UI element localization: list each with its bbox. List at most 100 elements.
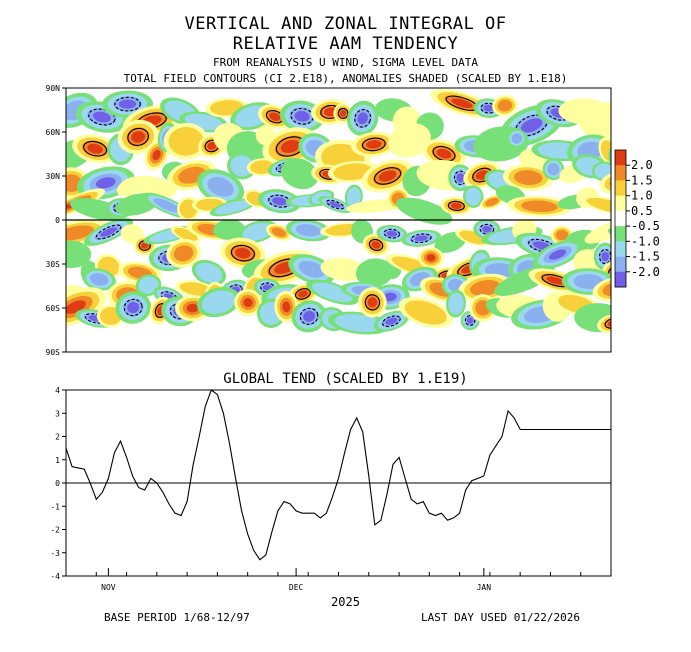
heatmap-anomaly-blob <box>66 240 92 269</box>
last-day-used-label: LAST DAY USED 01/22/2026 <box>421 611 580 624</box>
heatmap-anomaly-blob <box>579 100 611 138</box>
legend-swatch <box>615 150 626 166</box>
heatmap-anomaly-blob <box>117 119 159 154</box>
heatmap-anomaly-blob <box>82 268 116 291</box>
legend-label: 2.0 <box>631 158 653 172</box>
x-axis-label-year: 2025 <box>331 595 360 609</box>
heatmap-anomaly-blob <box>388 123 431 158</box>
heatmap-anomaly-blob <box>197 287 241 318</box>
heatmap-y-tick-label: 0 <box>55 216 60 225</box>
line-y-tick-label: -1 <box>50 502 60 511</box>
line-x-tick-label: DEC <box>289 583 304 592</box>
line-chart-axes: 4 3 2 1 0 -1 -2 -3 -4 NOV DEC JAN <box>50 386 612 592</box>
line-x-tick-label: JAN <box>477 583 492 592</box>
heatmap-anomaly-blob <box>280 158 319 190</box>
heatmap-y-axis: 90N 60N 30N 0 30S 60S 90S <box>46 84 66 357</box>
heatmap-anomaly-blob <box>285 219 331 242</box>
heatmap-anomaly-blob <box>418 247 444 269</box>
heatmap-anomaly-blob <box>446 289 466 318</box>
heatmap-anomaly-blob <box>238 220 278 244</box>
heatmap-anomaly-blob <box>351 131 397 157</box>
heatmap-anomaly-blob <box>479 194 504 210</box>
heatmap-anomaly-blob <box>398 296 453 328</box>
heatmap-anomaly-blob <box>197 169 245 205</box>
heatmap-anomaly-blob <box>213 219 245 240</box>
heatmap-anomaly-blob <box>542 158 565 181</box>
legend-label: -0.5 <box>631 219 660 233</box>
heatmap-anomaly-blob <box>592 276 611 302</box>
heatmap-anomaly-blob <box>584 221 611 244</box>
legend-label: 1.5 <box>631 173 653 187</box>
heatmap-anomaly-blob <box>72 134 119 164</box>
base-period-label: BASE PERIOD 1/68-12/97 <box>104 611 250 624</box>
heatmap-anomaly-blob <box>291 300 327 333</box>
heatmap-anomaly-blob <box>532 239 583 270</box>
legend-frame <box>614 149 627 288</box>
heatmap-anomaly-blob <box>396 197 453 225</box>
heatmap-anomaly-blob <box>227 152 257 180</box>
heatmap-y-tick-label: 30N <box>46 172 61 181</box>
heatmap-anomaly-blob <box>362 233 390 256</box>
heatmap <box>66 88 611 335</box>
color-legend: 2.01.5 1.00.5-0.5-1.0 -1.5-2.0 <box>614 149 660 288</box>
line-x-tick-label: NOV <box>101 583 116 592</box>
legend-swatch <box>615 210 626 227</box>
heatmap-anomaly-blob <box>492 95 518 117</box>
heatmap-anomaly-blob <box>234 289 262 317</box>
heatmap-y-tick-label: 90S <box>46 348 61 357</box>
legend-label: 1.0 <box>631 189 653 203</box>
heatmap-anomaly-blob <box>130 175 177 198</box>
heatmap-anomaly-blob <box>170 225 202 243</box>
heatmap-anomaly-blob <box>346 100 379 136</box>
chart-title-line1: VERTICAL AND ZONAL INTEGRAL OF <box>184 14 507 34</box>
heatmap-y-tick-label: 90N <box>46 84 61 93</box>
heatmap-anomaly-blob <box>163 122 209 160</box>
legend-swatch <box>615 165 626 181</box>
heatmap-anomaly-blob <box>288 254 336 285</box>
heatmap-anomaly-blob <box>597 313 611 334</box>
heatmap-anomaly-blob <box>358 287 387 318</box>
line-y-tick-label: -3 <box>50 549 60 558</box>
heatmap-anomaly-blob <box>361 159 414 193</box>
line-y-tick-label: 3 <box>55 409 60 418</box>
lower-chart-title: GLOBAL TEND (SCALED BY 1.E19) <box>223 371 468 387</box>
heatmap-anomaly-blob <box>115 291 152 324</box>
heatmap-anomaly-blob <box>373 310 409 332</box>
heatmap-anomaly-blob <box>166 238 201 268</box>
line-y-tick-label: 4 <box>55 386 60 395</box>
heatmap-anomaly-blob <box>580 195 611 216</box>
heatmap-anomaly-blob <box>506 195 572 217</box>
chart-subtitle-line1: FROM REANALYSIS U WIND, SIGMA LEVEL DATA <box>213 56 478 69</box>
heatmap-anomaly-blob <box>507 128 527 148</box>
heatmap-anomaly-blob <box>502 164 554 191</box>
heatmap-anomaly-blob <box>401 229 441 247</box>
legend-swatch <box>615 226 626 242</box>
global-tend-line <box>65 389 611 561</box>
chart-subtitle-line2: TOTAL FIELD CONTOURS (CI 2.E18), ANOMALI… <box>123 72 568 85</box>
line-y-tick-label: -2 <box>50 526 60 535</box>
line-y-tick-label: 0 <box>55 479 60 488</box>
heatmap-anomaly-blob <box>463 185 484 208</box>
heatmap-anomaly-blob <box>266 223 292 241</box>
heatmap-anomaly-blob <box>83 218 134 246</box>
heatmap-anomaly-blob <box>318 196 353 214</box>
heatmap-anomaly-blob <box>209 198 257 217</box>
legend-label: 0.5 <box>631 204 653 218</box>
heatmap-y-tick-label: 60S <box>46 304 61 313</box>
heatmap-anomaly-blob <box>320 257 367 281</box>
legend-swatch <box>615 195 626 212</box>
legend-swatch <box>615 271 626 288</box>
heatmap-anomaly-blob <box>306 279 359 305</box>
heatmap-y-tick-label: 30S <box>46 260 61 269</box>
legend-label: -2.0 <box>631 265 660 279</box>
heatmap-y-tick-label: 60N <box>46 128 61 137</box>
legend-swatch <box>615 256 626 273</box>
legend-label: -1.5 <box>631 250 660 264</box>
legend-swatch <box>615 241 626 257</box>
legend-swatch <box>615 180 626 196</box>
legend-label: -1.0 <box>631 234 660 248</box>
line-y-tick-label: -4 <box>50 572 60 581</box>
chart-title-line2: RELATIVE AAM TENDENCY <box>232 34 459 54</box>
line-y-tick-label: 2 <box>55 433 60 442</box>
